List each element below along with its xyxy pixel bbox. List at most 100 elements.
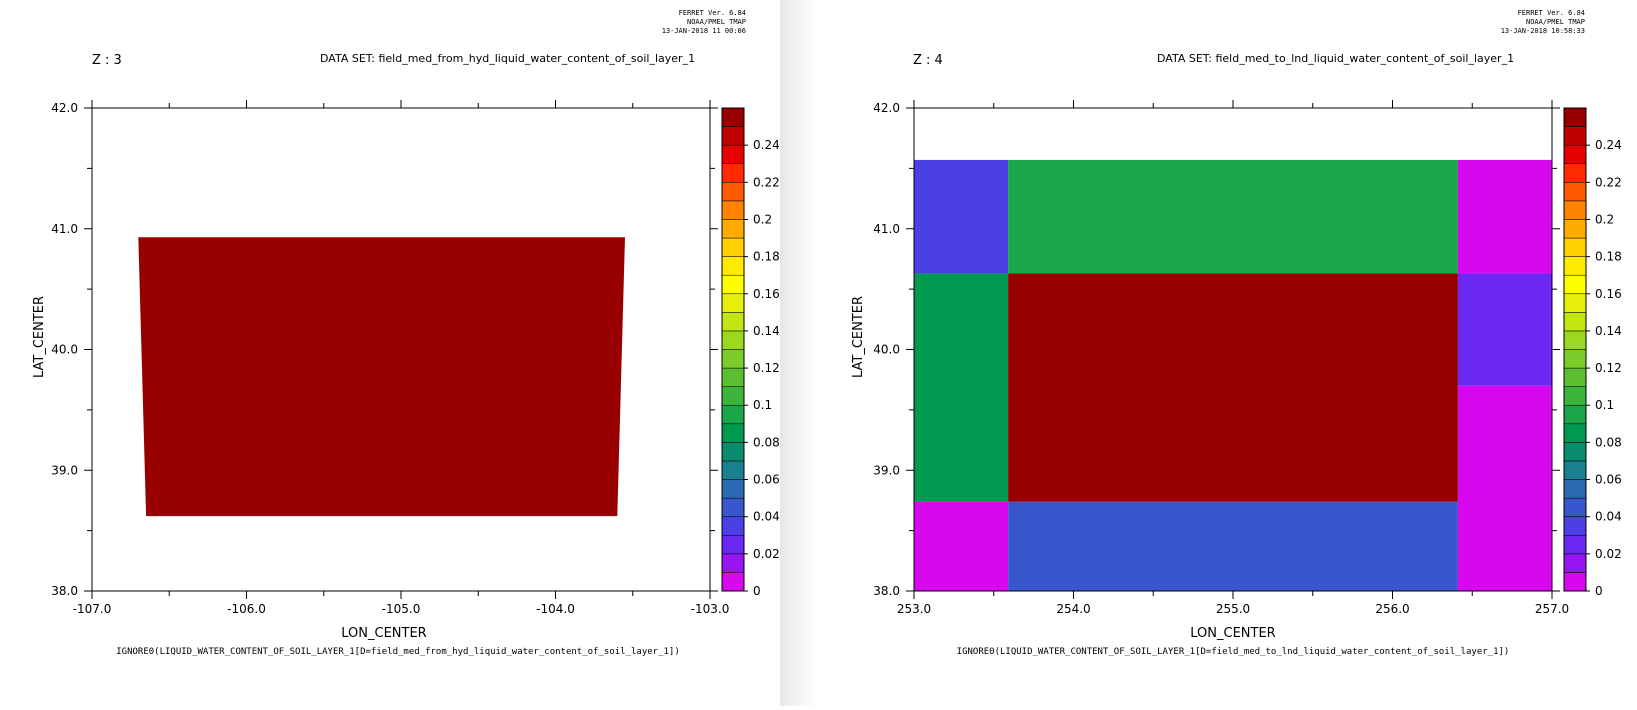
ferret-org: NOAA/PMEL TMAP: [1526, 18, 1585, 26]
colorbar-swatch: [721, 367, 745, 387]
colorbar-label: 0.22: [753, 175, 780, 189]
colorbar-swatch: [721, 144, 745, 164]
ferret-timestamp: 13-JAN-2018 11 00:06: [662, 27, 746, 35]
ferret-version: FERRET Ver. 6.84: [1518, 9, 1585, 17]
colorbar-swatch: [721, 404, 745, 425]
colorbar-label: 0.14: [1595, 324, 1622, 338]
x-tick-label: 255.0: [1216, 602, 1250, 616]
colorbar-swatch: [721, 553, 745, 573]
colorbar-swatch: [721, 107, 745, 127]
colorbar-swatch: [1563, 460, 1587, 480]
data-cell-0: [914, 501, 1009, 591]
colorbar-swatch: [1563, 312, 1587, 332]
data-cell-2: [914, 159, 1009, 274]
x-tick-label: 257.0: [1535, 602, 1569, 616]
colorbar-label: 0.2: [753, 212, 772, 226]
colorbar-label: 0.2: [1595, 212, 1614, 226]
colorbar-swatch: [721, 423, 745, 443]
colorbar-label: 0.24: [1595, 138, 1622, 152]
x-axis-label: LON_CENTER: [341, 626, 426, 641]
colorbar-swatch: [1563, 442, 1587, 462]
colorbar-swatch: [721, 237, 745, 257]
colorbar-swatch: [1563, 572, 1587, 592]
colorbar-frame: [1563, 107, 1587, 592]
right-chart: FERRET Ver. 6.84 NOAA/PMEL TMAP 13-JAN-2…: [851, 9, 1622, 657]
colorbar-swatch: [1563, 516, 1587, 536]
colorbar-label: 0.1: [753, 398, 772, 412]
data-cell-1: [914, 273, 1009, 502]
colorbar-swatch: [721, 442, 745, 462]
colorbar-swatch: [1563, 182, 1587, 202]
y-tick-label: 39.0: [51, 463, 78, 477]
colorbar-swatch: [1563, 219, 1587, 239]
dataset-title: DATA SET: field_med_from_hyd_liquid_wate…: [320, 52, 695, 65]
colorbar-label: 0.06: [753, 473, 780, 487]
x-tick-label: -106.0: [227, 602, 266, 616]
colorbar-swatch: [721, 330, 745, 350]
colorbar-swatch: [721, 293, 745, 313]
colorbar-swatch: [721, 386, 745, 406]
colorbar-label: 0.08: [753, 435, 780, 449]
colorbar-swatch: [721, 349, 745, 369]
left-panel: FERRET Ver. 6.84 NOAA/PMEL TMAP 13-JAN-2…: [0, 0, 780, 706]
right-panel: FERRET Ver. 6.84 NOAA/PMEL TMAP 13-JAN-2…: [818, 0, 1637, 706]
y-tick-label: 40.0: [51, 343, 78, 357]
colorbar-label: 0.16: [1595, 287, 1622, 301]
colorbar-swatch: [1563, 535, 1587, 555]
data-cell-8: [1457, 159, 1552, 274]
x-tick-label: -103.0: [691, 602, 730, 616]
colorbar-swatch: [1563, 386, 1587, 406]
page-divider: [780, 0, 818, 706]
colorbar-label: 0.12: [753, 361, 780, 375]
colorbar-swatch: [1563, 367, 1587, 387]
colorbar-swatch: [721, 516, 745, 536]
y-tick-label: 42.0: [51, 101, 78, 115]
colorbar-swatch: [721, 126, 745, 146]
dataset-title: DATA SET: field_med_to_lnd_liquid_water_…: [1157, 52, 1514, 65]
x-tick-label: 254.0: [1056, 602, 1090, 616]
colorbar-swatch: [1563, 423, 1587, 443]
colorbar-swatch: [1563, 163, 1587, 183]
ferret-version: FERRET Ver. 6.84: [679, 9, 746, 17]
colorbar-swatch: [721, 572, 745, 592]
data-cell-3: [1008, 501, 1458, 591]
colorbar-label: 0.18: [753, 250, 780, 264]
colorbar-label: 0: [753, 584, 761, 598]
colorbar-swatch: [721, 497, 745, 517]
data-cell-7: [1457, 273, 1552, 386]
y-tick-label: 39.0: [873, 463, 900, 477]
colorbar-frame: [721, 107, 745, 592]
colorbar-label: 0.14: [753, 324, 780, 338]
data-cell-6: [1457, 385, 1552, 591]
colorbar-swatch: [721, 182, 745, 202]
colorbar-label: 0.04: [753, 510, 780, 524]
colorbar-swatch: [721, 256, 745, 276]
z-label: Z : 3: [92, 53, 122, 68]
colorbar-swatch: [1563, 107, 1587, 127]
left-chart: FERRET Ver. 6.84 NOAA/PMEL TMAP 13-JAN-2…: [32, 9, 780, 657]
x-tick-label: -105.0: [382, 602, 421, 616]
colorbar-label: 0.02: [753, 547, 780, 561]
colorbar-swatch: [721, 460, 745, 480]
colorbar-swatch: [1563, 497, 1587, 517]
colorbar-label: 0.12: [1595, 361, 1622, 375]
data-cell-4: [1008, 273, 1458, 502]
y-tick-label: 41.0: [873, 222, 900, 236]
data-cell-0: [138, 237, 626, 517]
colorbar-swatch: [1563, 349, 1587, 369]
colorbar-label: 0.04: [1595, 510, 1622, 524]
colorbar-label: 0.08: [1595, 435, 1622, 449]
colorbar-swatch: [721, 535, 745, 555]
colorbar-swatch: [1563, 256, 1587, 276]
colorbar-label: 0.22: [1595, 175, 1622, 189]
colorbar-swatch: [1563, 479, 1587, 499]
colorbar-swatch: [721, 312, 745, 332]
data-cell-5: [1008, 159, 1458, 274]
colorbar-swatch: [721, 479, 745, 499]
footer-expression: IGNORE0(LIQUID_WATER_CONTENT_OF_SOIL_LAY…: [957, 647, 1510, 657]
y-tick-label: 42.0: [873, 101, 900, 115]
colorbar-label: 0.1: [1595, 398, 1614, 412]
x-axis-label: LON_CENTER: [1190, 626, 1275, 641]
colorbar-label: 0.24: [753, 138, 780, 152]
ferret-timestamp: 13-JAN-2018 10:58:33: [1501, 27, 1585, 35]
